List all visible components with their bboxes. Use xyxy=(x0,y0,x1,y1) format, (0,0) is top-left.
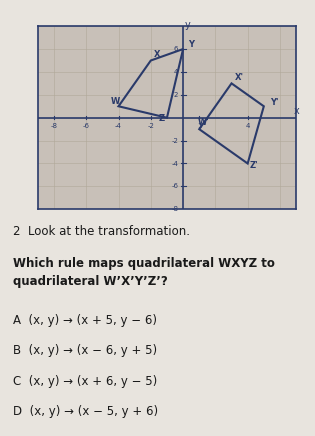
Text: -2: -2 xyxy=(147,123,154,129)
Text: 6: 6 xyxy=(174,46,178,52)
Text: A  (x, y) → (x + 5, y − 6): A (x, y) → (x + 5, y − 6) xyxy=(13,314,157,327)
Text: 2  Look at the transformation.: 2 Look at the transformation. xyxy=(13,225,190,238)
Text: -8: -8 xyxy=(50,123,57,129)
Text: X: X xyxy=(154,50,161,59)
Text: Y: Y xyxy=(188,40,194,49)
Text: -4: -4 xyxy=(115,123,122,129)
Text: C  (x, y) → (x + 6, y − 5): C (x, y) → (x + 6, y − 5) xyxy=(13,375,157,388)
Text: W: W xyxy=(111,97,120,106)
Text: W': W' xyxy=(198,118,209,126)
Text: -6: -6 xyxy=(171,184,178,189)
Text: X': X' xyxy=(235,73,244,82)
Text: x: x xyxy=(293,106,299,116)
Text: -2: -2 xyxy=(171,138,178,143)
Text: 4: 4 xyxy=(245,123,250,129)
Text: D  (x, y) → (x − 5, y + 6): D (x, y) → (x − 5, y + 6) xyxy=(13,405,158,419)
Text: -6: -6 xyxy=(83,123,90,129)
Text: Which rule maps quadrilateral WXYZ to
quadrilateral W’X’Y’Z’?: Which rule maps quadrilateral WXYZ to qu… xyxy=(13,257,274,288)
Text: 1: 1 xyxy=(197,123,202,129)
Text: -4: -4 xyxy=(171,160,178,167)
Text: B  (x, y) → (x − 6, y + 5): B (x, y) → (x − 6, y + 5) xyxy=(13,344,157,358)
Text: 2: 2 xyxy=(174,92,178,98)
Text: -8: -8 xyxy=(171,206,178,212)
Text: y: y xyxy=(185,20,191,31)
Text: Y': Y' xyxy=(270,98,279,107)
Text: 4: 4 xyxy=(174,69,178,75)
Text: Z: Z xyxy=(159,114,165,123)
Text: Z': Z' xyxy=(249,161,258,170)
